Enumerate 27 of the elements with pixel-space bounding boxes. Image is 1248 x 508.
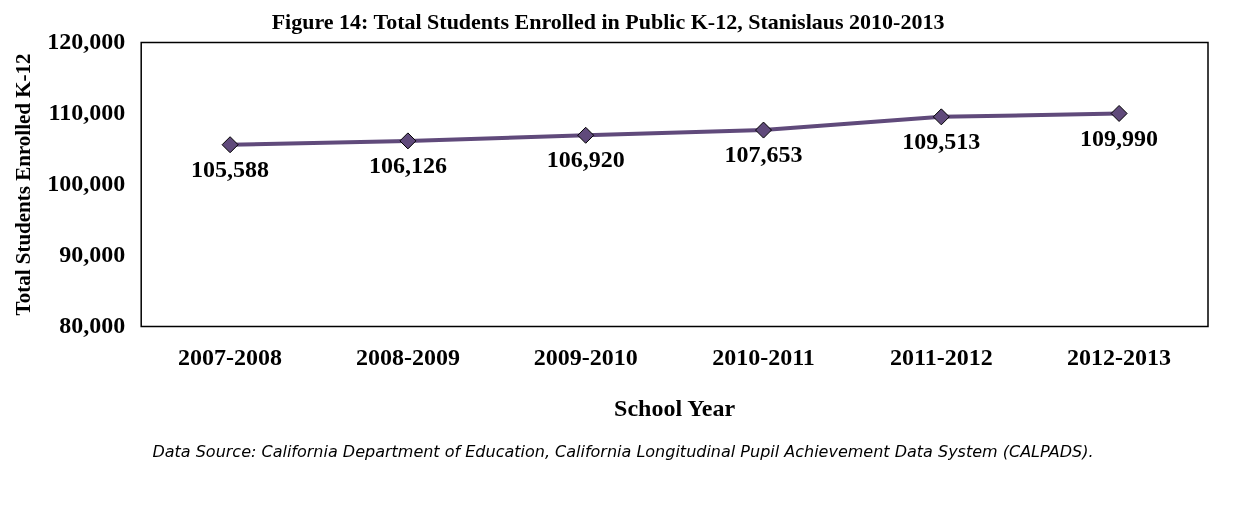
x-tick-label: 2012-2013 [1067, 344, 1172, 370]
y-tick-label: 110,000 [48, 98, 126, 125]
point [932, 108, 950, 126]
y-tick-label: 90,000 [59, 240, 126, 267]
y-tick-label: 120,000 [47, 27, 126, 54]
x-tick-label: 2008-2009 [355, 344, 460, 370]
chart-title: Figure 14: Total Students Enrolled in Public K-12, Stanislaus 2010-2013 [271, 8, 945, 34]
point [755, 121, 772, 139]
y-tick-label: 80,000 [59, 311, 126, 338]
source-note: Data Source: California Department of Education, California Longitudinal Pupil Achievement Data System (CALPADS). [151, 442, 1095, 461]
data-label: 107,653 [724, 141, 803, 168]
y-tick-label: 100,000 [47, 169, 126, 196]
x-tick-label: 2007-2008 [178, 344, 283, 370]
x-tick-label: 2011-2012 [889, 344, 993, 370]
data-label: 109,513 [902, 128, 981, 155]
data-label: 106,126 [368, 152, 447, 179]
data-label: 105,588 [191, 155, 270, 182]
point [1110, 104, 1128, 122]
x-tick-label: 2010-2011 [712, 344, 815, 370]
point [577, 126, 595, 144]
point [399, 132, 417, 150]
data-label: 106,920 [546, 146, 625, 173]
y-axis-title: Total Students Enrolled K-12 [11, 53, 36, 316]
point [221, 136, 239, 154]
data-label: 109,990 [1080, 124, 1159, 151]
x-axis-title: School Year [614, 394, 736, 421]
x-tick-label: 2009-2010 [533, 344, 638, 370]
